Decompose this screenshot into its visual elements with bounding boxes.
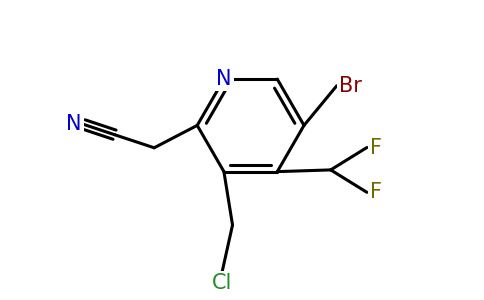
Text: N: N [216,69,232,89]
Text: F: F [370,137,381,158]
Text: N: N [66,114,82,134]
Text: F: F [370,182,381,202]
Text: Br: Br [339,76,363,96]
Text: Cl: Cl [212,273,232,293]
